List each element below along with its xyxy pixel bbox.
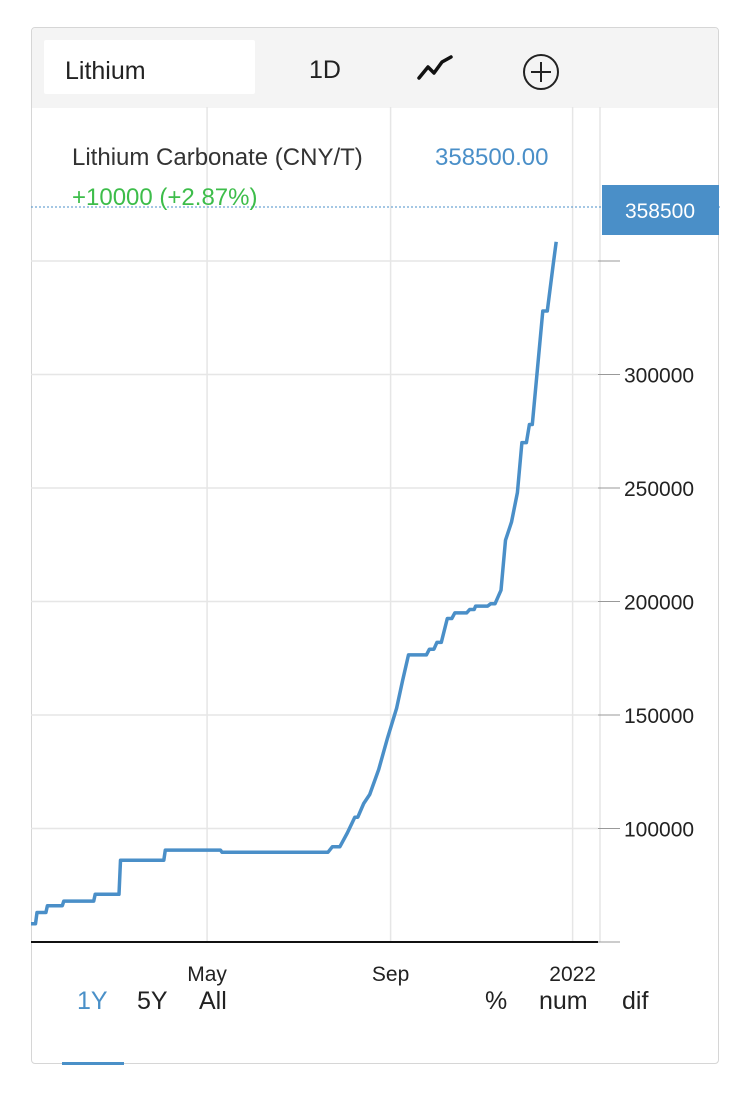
y-axis: 100000 150000 200000 250000 300000 bbox=[598, 260, 694, 943]
price-change: +10000 (+2.87%) bbox=[72, 184, 257, 211]
x-tick-label: Sep bbox=[372, 963, 409, 986]
instrument-title: Lithium Carbonate (CNY/T) bbox=[72, 144, 363, 171]
range-button-5y[interactable]: 5Y bbox=[137, 987, 168, 1015]
y-tick-label: 250000 bbox=[624, 478, 694, 501]
y-tick-label: 200000 bbox=[624, 592, 694, 615]
interval-button[interactable]: 1D bbox=[309, 56, 341, 84]
y-tick-label: 300000 bbox=[624, 365, 694, 388]
price-tag bbox=[602, 185, 719, 235]
symbol-search-input[interactable]: Lithium bbox=[44, 40, 255, 94]
x-tick-label: 2022 bbox=[549, 963, 596, 986]
mode-button-num[interactable]: num bbox=[539, 987, 588, 1015]
price-tag-label: 358500 bbox=[625, 200, 695, 223]
mode-button-dif[interactable]: dif bbox=[622, 987, 649, 1015]
last-price: 358500.00 bbox=[435, 144, 548, 171]
y-tick-label: 150000 bbox=[624, 705, 694, 728]
grid-lines bbox=[31, 107, 601, 942]
plus-circle-icon[interactable] bbox=[521, 52, 561, 92]
y-tick-label: 100000 bbox=[624, 819, 694, 842]
range-button-1y[interactable]: 1Y bbox=[77, 987, 108, 1015]
series-line bbox=[31, 241, 558, 926]
toolbar: Lithium 1D bbox=[32, 28, 718, 108]
range-button-all[interactable]: All bbox=[199, 987, 227, 1015]
active-range-underline bbox=[62, 1062, 124, 1065]
mode-button-percent[interactable]: % bbox=[485, 987, 508, 1015]
x-axis: May Sep 2022 bbox=[187, 963, 596, 986]
x-tick-label: May bbox=[187, 963, 227, 986]
line-chart-icon[interactable] bbox=[415, 54, 455, 84]
symbol-search-value: Lithium bbox=[65, 57, 146, 85]
